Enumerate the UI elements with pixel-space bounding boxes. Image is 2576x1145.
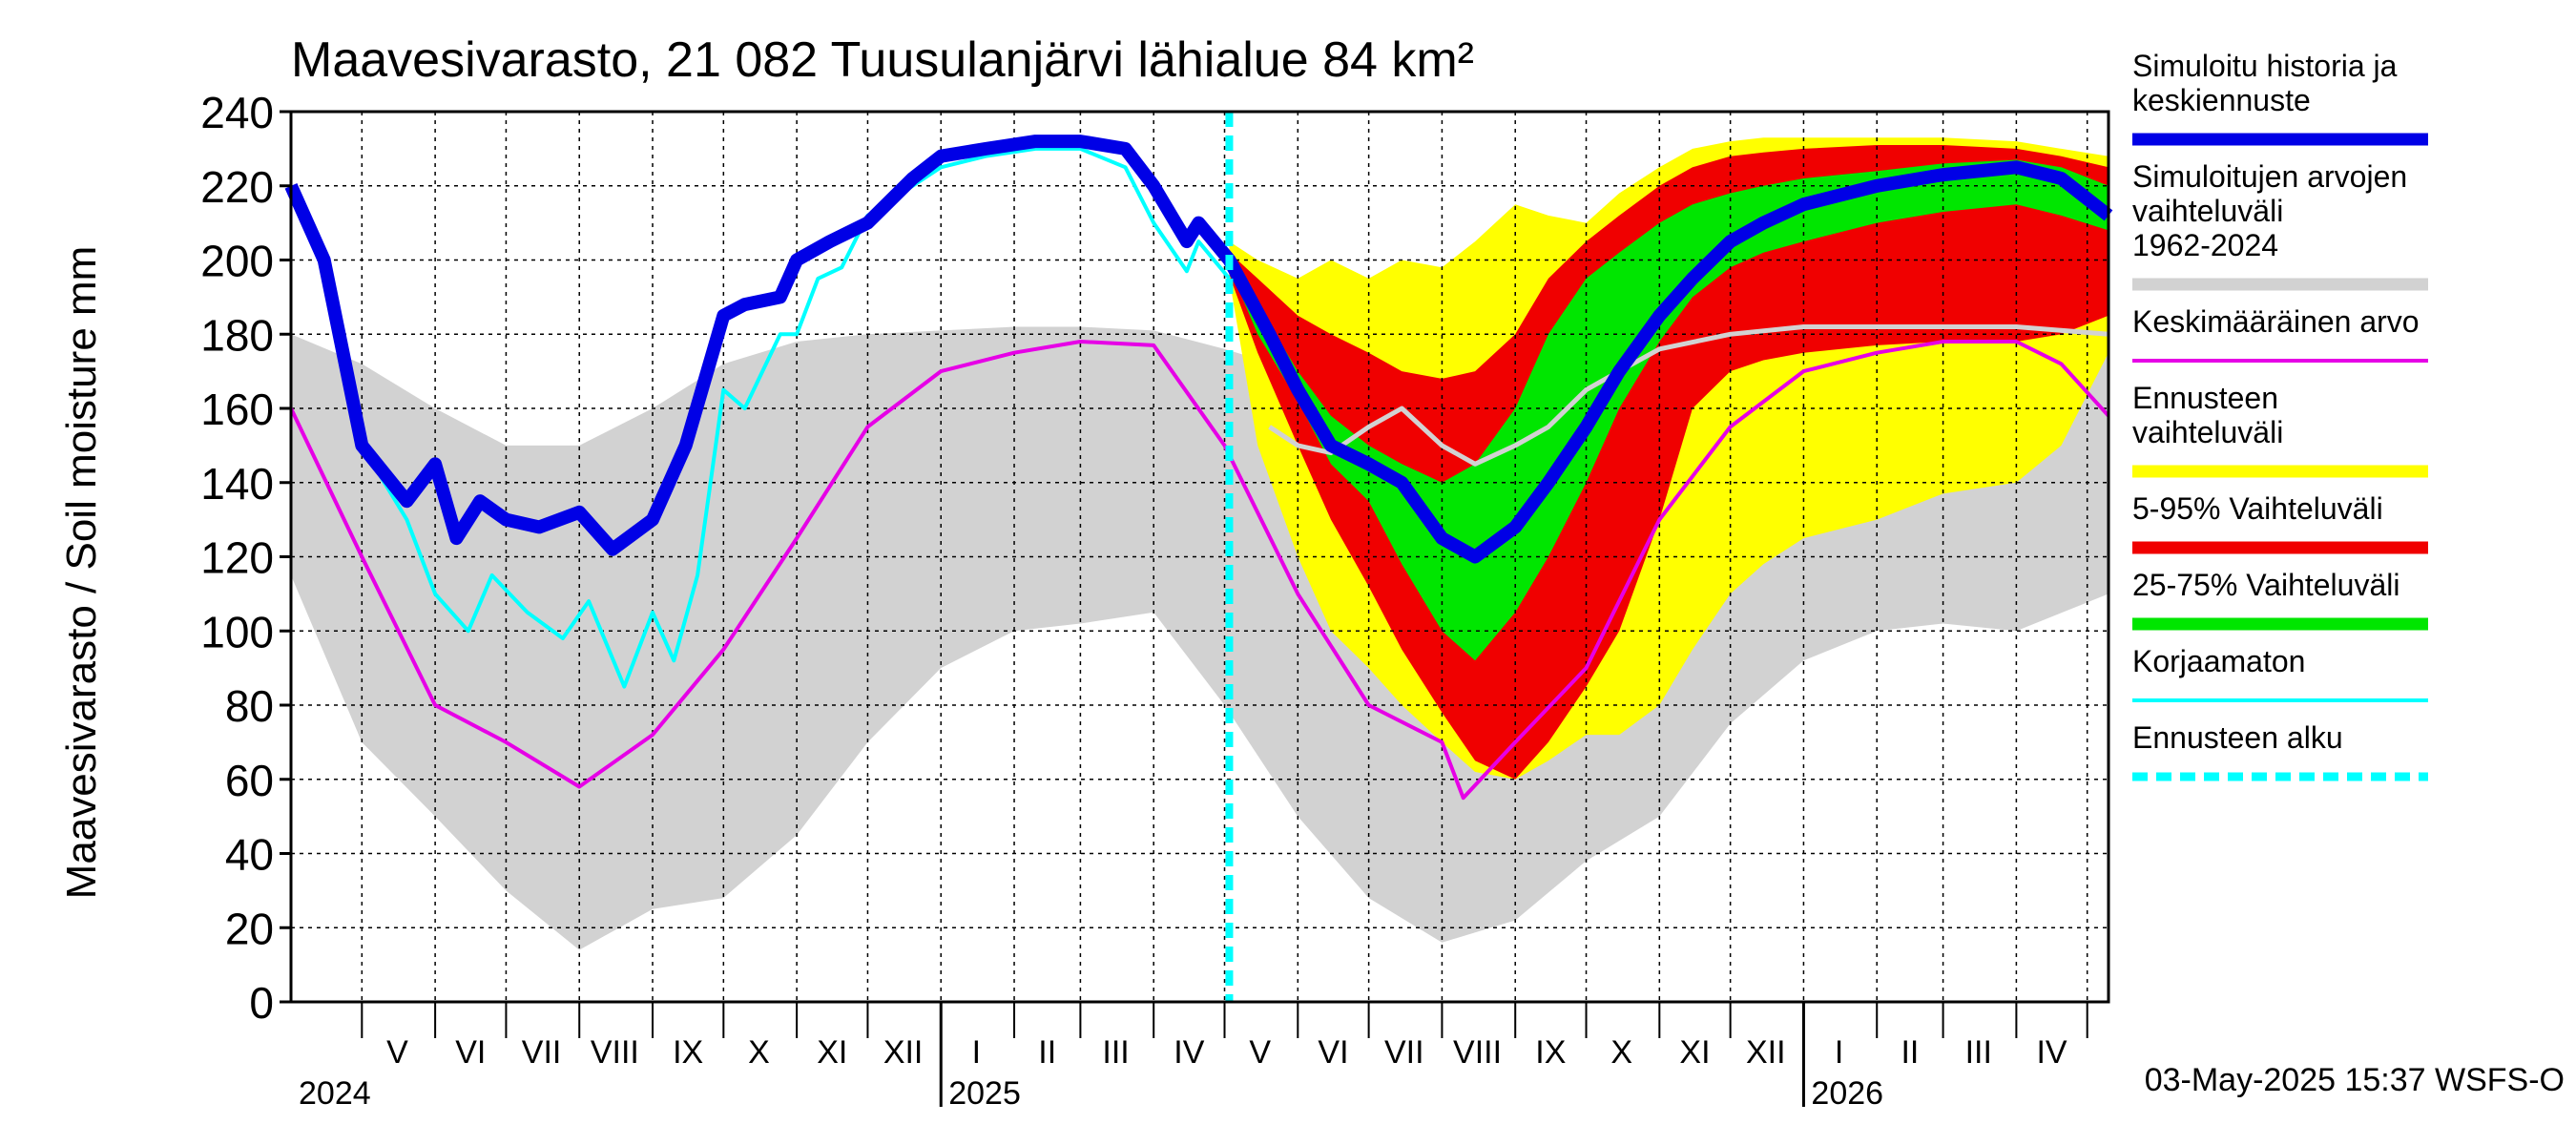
series-line-6 <box>284 135 2113 564</box>
y-tick-label-220: 220 <box>200 162 274 212</box>
y-tick-label-240: 240 <box>200 88 274 137</box>
x-year-label-2024: 2024 <box>299 1075 371 1112</box>
x-axis: V VI VII VIII IX X XI XII I II III IV V VI VII VIII IX X X… <box>299 1002 2088 1112</box>
y-axis-label: Maavesivarasto / Soil moisture mm <box>58 246 105 900</box>
x-month-label-18: XI <box>1679 1034 1710 1071</box>
x-year-label-2026: 2026 <box>1811 1075 1883 1112</box>
grid <box>291 111 2109 1003</box>
x-month-label-19: XII <box>1746 1034 1786 1071</box>
legend-label-4: 5-95% Vaihteluväli <box>2132 491 2383 526</box>
legend-label-2: Keskimääräinen arvo <box>2132 304 2420 339</box>
y-tick-label-20: 20 <box>225 904 274 953</box>
x-month-label-10: III <box>1102 1034 1129 1071</box>
x-month-label-1: VI <box>455 1034 486 1071</box>
line-layer <box>284 135 2113 801</box>
chart-title: Maavesivarasto, 21 082 Tuusulanjärvi läh… <box>291 32 1474 88</box>
x-month-label-6: XI <box>817 1034 847 1071</box>
y-tick-label-60: 60 <box>225 756 274 805</box>
x-month-label-16: IX <box>1535 1034 1566 1071</box>
x-month-label-3: VIII <box>591 1034 639 1071</box>
x-month-label-17: X <box>1610 1034 1632 1071</box>
x-month-label-12: V <box>1249 1034 1271 1071</box>
x-month-label-2: VII <box>522 1034 562 1071</box>
y-tick-label-160: 160 <box>200 385 274 434</box>
x-month-label-14: VII <box>1384 1034 1424 1071</box>
legend-label-6: Korjaamaton <box>2132 644 2305 678</box>
legend-label-7: Ennusteen alku <box>2132 720 2343 755</box>
band-layer <box>291 137 2109 950</box>
series-line-7 <box>1268 324 2109 467</box>
y-tick-label-40: 40 <box>225 830 274 880</box>
x-month-label-21: II <box>1901 1034 1919 1071</box>
legend-label-1: Simuloitujen arvojen vaihteluväli 1962-202… <box>2132 159 2407 262</box>
x-month-label-11: IV <box>1174 1034 1204 1071</box>
x-month-label-0: V <box>386 1034 408 1071</box>
x-month-label-22: III <box>1965 1034 1992 1071</box>
x-month-label-7: XII <box>883 1034 924 1071</box>
x-month-label-8: I <box>972 1034 981 1071</box>
timestamp: 03-May-2025 15:37 WSFS-O <box>2145 1062 2565 1098</box>
x-month-label-4: IX <box>673 1034 703 1071</box>
x-year-label-2025: 2025 <box>948 1075 1021 1112</box>
y-tick-label-100: 100 <box>200 607 274 656</box>
x-month-label-23: IV <box>2036 1034 2067 1071</box>
series-line-5 <box>289 146 1232 689</box>
x-month-label-15: VIII <box>1453 1034 1502 1071</box>
legend-label-5: 25-75% Vaihteluväli <box>2132 568 2399 602</box>
y-axis: 0 20 40 60 80 100 120 140 160 180 200 220 240 <box>200 88 291 1028</box>
y-tick-label-80: 80 <box>225 681 274 731</box>
x-month-label-20: I <box>1835 1034 1843 1071</box>
y-tick-label-140: 140 <box>200 459 274 509</box>
x-month-label-5: X <box>748 1034 770 1071</box>
legend: Simuloitu historia ja keskiennuste Simuloi… <box>2132 49 2428 781</box>
series-line-4 <box>289 340 2110 801</box>
legend-label-0: Simuloitu historia ja keskiennuste <box>2132 49 2398 117</box>
legend-label-3: Ennusteen vaihteluväli <box>2132 381 2283 449</box>
y-tick-label-120: 120 <box>200 533 274 583</box>
x-month-label-13: VI <box>1318 1034 1348 1071</box>
y-tick-label-0: 0 <box>249 978 274 1028</box>
y-tick-label-200: 200 <box>200 237 274 286</box>
plot-area <box>284 110 2113 1004</box>
y-tick-label-180: 180 <box>200 310 274 360</box>
x-month-label-9: II <box>1038 1034 1056 1071</box>
